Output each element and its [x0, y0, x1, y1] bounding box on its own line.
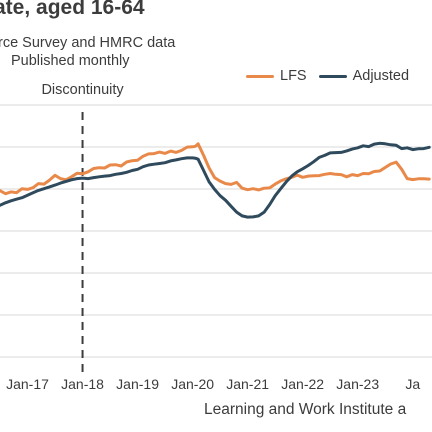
- chart-source-note: Learning and Work Institute a: [204, 401, 407, 418]
- legend-swatch-adjusted: [318, 74, 347, 78]
- chart-legend: LFS Adjusted: [246, 68, 421, 84]
- x-tick-label-7: Ja: [405, 376, 420, 392]
- legend-label-adjusted: Adjusted: [352, 68, 410, 84]
- legend-swatch-lfs: [246, 74, 274, 78]
- series-line-lfs: [0, 142, 431, 196]
- x-tick-label-3: Jan-20: [171, 376, 214, 392]
- x-tick-label-6: Jan-23: [336, 376, 379, 392]
- legend-item-lfs: LFS: [246, 68, 307, 84]
- chart-subtitle-line-1: rce Survey and HMRC data: [0, 35, 176, 51]
- x-tick-label-1: Jan-18: [61, 376, 104, 392]
- legend-label-lfs: LFS: [280, 68, 307, 84]
- discontinuity-label: Discontinuity: [41, 82, 124, 98]
- x-tick-label-0: Jan-17: [6, 376, 49, 392]
- x-tick-label-5: Jan-22: [281, 376, 324, 392]
- chart-subtitle-line-2: Published monthly: [11, 53, 130, 69]
- chart-title: ate, aged 16-64: [0, 0, 145, 19]
- legend-item-adjusted: Adjusted: [318, 68, 410, 84]
- x-tick-label-2: Jan-19: [116, 376, 159, 392]
- series-line-adjusted: [0, 141, 431, 219]
- x-tick-label-4: Jan-21: [226, 376, 269, 392]
